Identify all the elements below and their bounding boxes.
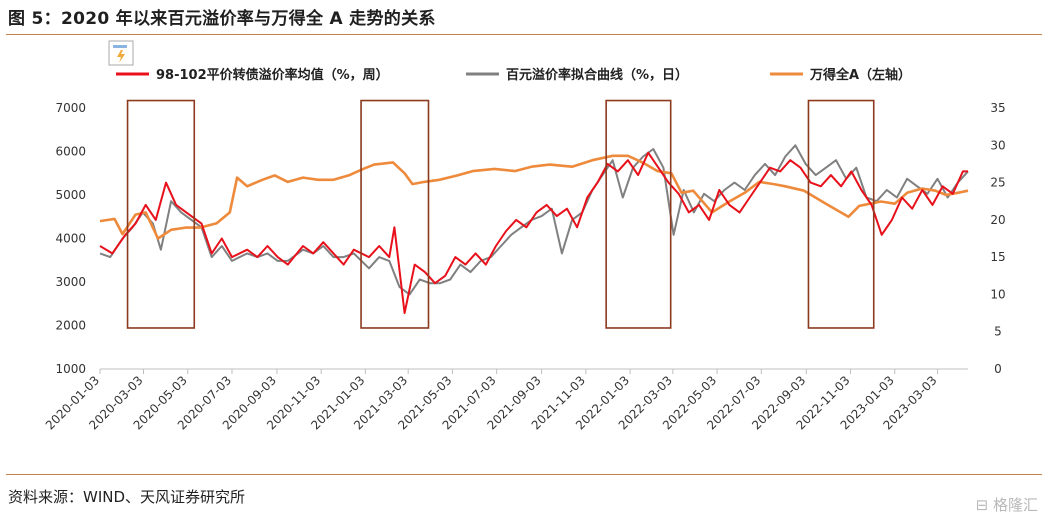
plot-area: 1000 2000 3000 4000 5000 6000 7000 0 5 10 15 20 25 30… bbox=[43, 99, 1006, 432]
chart: 98-102平价转债溢价率均值（%，周） 百元溢价率拟合曲线（%，日） 万得全A（左… bbox=[43, 40, 1006, 432]
right-tick-label: 0 bbox=[994, 362, 1002, 376]
right-tick-label: 10 bbox=[990, 287, 1005, 301]
right-tick-label: 5 bbox=[994, 325, 1002, 339]
series-line-premium-weekly bbox=[99, 151, 968, 315]
legend-label: 98-102平价转债溢价率均值（%，周） bbox=[156, 67, 389, 83]
legend-label: 万得全A（左轴） bbox=[809, 67, 911, 83]
source-note: 资料来源：WIND、天风证券研究所 bbox=[8, 488, 246, 506]
highlight-box bbox=[126, 99, 196, 329]
right-tick-label: 20 bbox=[990, 213, 1005, 227]
series-line-wind-a bbox=[99, 154, 969, 240]
right-tick-label: 15 bbox=[990, 250, 1005, 264]
right-tick-label: 25 bbox=[990, 176, 1005, 190]
chart-placeholder-icon bbox=[108, 40, 134, 66]
left-tick-label: 6000 bbox=[55, 145, 86, 159]
title-rule bbox=[6, 34, 1042, 35]
right-tick-label: 35 bbox=[990, 101, 1005, 115]
left-tick-label: 4000 bbox=[55, 232, 86, 246]
highlight-box bbox=[807, 99, 875, 329]
right-tick-label: 30 bbox=[990, 138, 1005, 152]
left-tick-label: 5000 bbox=[55, 188, 86, 202]
watermark-logo: ⊟ 格隆汇 bbox=[975, 496, 1038, 514]
highlight-box bbox=[360, 99, 430, 329]
legend: 98-102平价转债溢价率均值（%，周） 百元溢价率拟合曲线（%，日） 万得全A（左… bbox=[116, 67, 911, 83]
legend-label: 百元溢价率拟合曲线（%，日） bbox=[506, 67, 688, 83]
series-line-premium-fit-daily bbox=[99, 144, 969, 296]
left-tick-label: 3000 bbox=[55, 275, 86, 289]
left-tick-label: 1000 bbox=[55, 362, 86, 376]
watermark-text: 格隆汇 bbox=[992, 496, 1038, 514]
highlight-box bbox=[605, 99, 672, 329]
left-tick-label: 7000 bbox=[55, 101, 86, 115]
footer-rule bbox=[6, 474, 1042, 475]
chart-title: 图 5：2020 年以来百元溢价率与万得全 A 走势的关系 bbox=[8, 9, 436, 29]
left-tick-label: 2000 bbox=[55, 319, 86, 333]
